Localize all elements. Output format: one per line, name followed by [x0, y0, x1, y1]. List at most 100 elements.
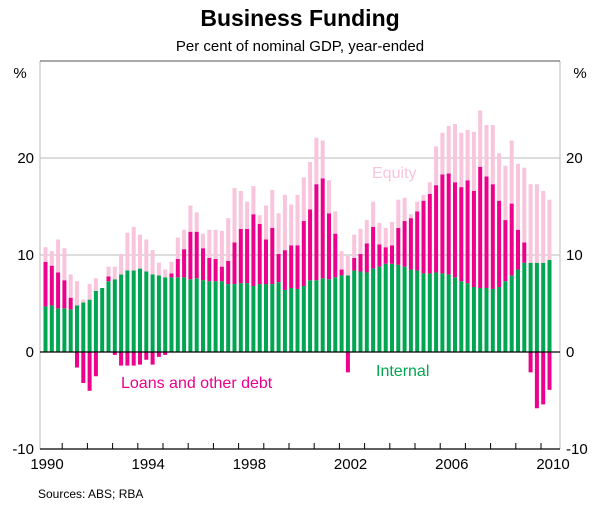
bar-internal [509, 275, 514, 352]
bar-equity [175, 237, 180, 259]
bar-debt [93, 352, 98, 377]
chart-title: Business Funding [200, 5, 399, 31]
bar-equity [320, 140, 325, 179]
bar-internal [289, 287, 294, 352]
bar-internal [93, 290, 98, 352]
bar-debt [125, 352, 130, 366]
bar-internal [219, 281, 224, 352]
bar-internal [421, 273, 426, 352]
bar-internal [194, 278, 199, 352]
bar-internal [528, 262, 533, 352]
bar-debt [465, 180, 470, 284]
bar-internal [131, 270, 136, 352]
bar-debt [163, 352, 168, 355]
x-tick-label: 2002 [334, 456, 367, 473]
bar-internal [396, 264, 401, 352]
bar-debt [490, 184, 495, 289]
bar-internal [352, 270, 357, 352]
bar-internal [81, 302, 86, 352]
x-tick-label: 2010 [536, 456, 569, 473]
bar-debt [226, 260, 231, 285]
x-tick-labels: 1990 1994 1998 2002 2006 2010 [30, 456, 569, 473]
bar-debt [301, 221, 306, 287]
bar-internal [295, 288, 300, 352]
bar-equity [522, 167, 527, 243]
bar-debt [188, 231, 193, 280]
y-tick-labels: 20 20 10 10 0 0 -10 -10 [12, 150, 587, 458]
bar-equity [49, 251, 54, 266]
bar-internal [547, 259, 552, 352]
bar-internal [100, 287, 105, 352]
bar-equity [112, 266, 117, 280]
bar-equity [93, 278, 98, 291]
bar-equity [106, 266, 111, 277]
bar-equity [364, 220, 369, 244]
bar-debt [522, 242, 527, 263]
bar-debt [270, 227, 275, 285]
bar-debt [453, 182, 457, 278]
bar-debt [421, 200, 426, 274]
bar-equity [125, 232, 130, 271]
bar-debt [144, 352, 149, 360]
bar-internal [226, 284, 231, 352]
x-tick-label: 2006 [435, 456, 468, 473]
bar-equity [478, 110, 483, 167]
bar-equity [333, 211, 338, 234]
bar-debt [377, 244, 382, 267]
y-tick-label-left: -10 [12, 441, 34, 458]
bar-debt [390, 245, 394, 264]
bar-equity [257, 215, 262, 224]
bar-debt [289, 245, 294, 288]
bar-equity [68, 274, 73, 298]
bar-debt [112, 352, 117, 355]
bar-equity [87, 284, 92, 300]
bar-debt [528, 352, 533, 373]
bar-equity [251, 186, 256, 215]
bar-internal [207, 281, 212, 352]
bar-equity [194, 212, 199, 232]
bar-internal [522, 262, 527, 352]
bar-debt [87, 352, 92, 391]
bar-internal [358, 271, 363, 352]
bar-equity [427, 182, 432, 194]
bar-debt [364, 243, 369, 273]
bar-internal [282, 289, 287, 352]
bar-internal [427, 273, 432, 352]
series-labels: Equity Internal Loans and other debt [121, 165, 429, 392]
bar-equity [264, 205, 268, 240]
bar-internal [471, 287, 476, 352]
bar-equity [484, 125, 489, 177]
bar-debt [213, 258, 218, 282]
bar-internal [516, 269, 520, 352]
bar-internal [345, 275, 350, 352]
y-tick-label-left: 10 [17, 247, 34, 264]
bar-equity [390, 222, 394, 246]
bar-debt [408, 218, 413, 270]
bar-equity [245, 201, 250, 229]
bar-equity [201, 233, 205, 249]
bar-equity [144, 239, 149, 272]
bar-debt [440, 174, 445, 274]
bar-equity [490, 125, 495, 185]
y-tick-label-right: -10 [566, 441, 588, 458]
bar-debt [43, 261, 48, 307]
bar-internal [163, 277, 168, 352]
bar-equity [377, 222, 382, 245]
bar-equity [415, 201, 420, 212]
bar-internal [75, 305, 79, 352]
bar-debt [245, 228, 250, 284]
bar-equity [188, 205, 193, 232]
bar-debt [201, 248, 205, 281]
bar-internal [257, 284, 262, 352]
bar-internal [453, 277, 457, 352]
bar-internal [138, 268, 142, 352]
bar-equity [169, 261, 174, 274]
bar-debt [320, 178, 325, 279]
bar-debt [352, 257, 357, 271]
bar-debt [295, 245, 300, 289]
x-tick-label: 1990 [30, 456, 63, 473]
bar-internal [383, 263, 388, 352]
bar-debt [251, 214, 256, 287]
bar-debt [314, 184, 319, 281]
bar-debt [81, 352, 86, 384]
